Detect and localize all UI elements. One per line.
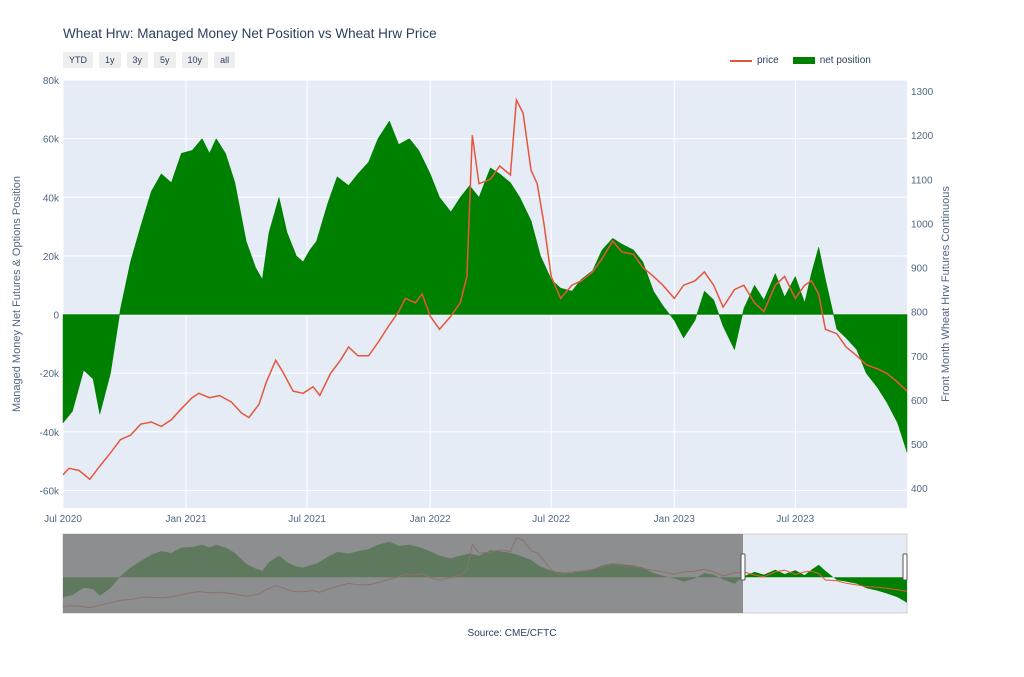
y-right-tick-label: 1000 bbox=[911, 219, 934, 230]
y-right-tick-label: 500 bbox=[911, 440, 928, 451]
range-button-ytd[interactable]: YTD bbox=[63, 52, 93, 68]
legend-label-price: price bbox=[757, 55, 779, 66]
range-button-5y[interactable]: 5y bbox=[154, 52, 176, 68]
x-tick-label: Jul 2021 bbox=[288, 514, 326, 525]
series-price-line[interactable] bbox=[62, 97, 908, 481]
x-tick-label: Jan 2023 bbox=[654, 514, 696, 525]
series-net-position-area[interactable] bbox=[62, 120, 908, 453]
x-tick-label: Jan 2022 bbox=[410, 514, 452, 525]
y-right-tick-label: 1100 bbox=[911, 175, 933, 186]
y-left-tick-label: 0 bbox=[53, 311, 59, 322]
x-tick-label: Jul 2023 bbox=[776, 514, 814, 525]
y-right-tick-label: 800 bbox=[911, 308, 928, 319]
range-button-3y[interactable]: 3y bbox=[126, 52, 149, 68]
legend-label-position: net position bbox=[819, 55, 871, 66]
range-slider-mask bbox=[63, 534, 743, 613]
range-button-all[interactable]: all bbox=[214, 52, 236, 68]
y-right-tick-label: 1300 bbox=[911, 87, 934, 98]
y-right-tick-label: 700 bbox=[911, 352, 928, 363]
main-plot[interactable]: 80k 60k 40k 20k 0 -20k -40k -60k 1300 1200 1100 100… bbox=[11, 76, 952, 525]
y-left-tick-label: 60k bbox=[43, 135, 60, 146]
y-left-tick-label: -20k bbox=[40, 369, 60, 380]
range-button-1y[interactable]: 1y bbox=[99, 52, 121, 68]
x-tick-label: Jan 2021 bbox=[165, 514, 207, 525]
y-right-tick-label: 400 bbox=[911, 484, 928, 495]
x-tick-label: Jul 2022 bbox=[532, 514, 570, 525]
y-right-tick-label: 600 bbox=[911, 396, 928, 407]
source-note: Source: CME/CFTC bbox=[467, 628, 557, 639]
legend-item-position[interactable]: net position bbox=[792, 55, 871, 66]
legend-item-price[interactable]: price bbox=[730, 55, 779, 66]
range-selector: YTD 1y 3y 5y 10y all bbox=[63, 52, 236, 68]
legend: price net position bbox=[730, 55, 885, 66]
chart-title: Wheat Hrw: Managed Money Net Position vs… bbox=[63, 26, 437, 41]
legend-swatch-position bbox=[792, 57, 815, 64]
y-left-tick-label: 20k bbox=[43, 252, 60, 263]
range-slider-handle-right[interactable] bbox=[902, 553, 908, 581]
y-left-tick-label: -60k bbox=[40, 486, 60, 497]
range-slider[interactable] bbox=[62, 533, 908, 614]
y-left-axis-title: Managed Money Net Futures & Options Posi… bbox=[11, 176, 23, 412]
x-tick-label: Jul 2020 bbox=[44, 514, 82, 525]
y-right-axis-title: Front Month Wheat Hrw Futures Continuous bbox=[940, 186, 952, 402]
y-left-tick-label: 80k bbox=[43, 76, 60, 87]
y-right-tick-label: 1200 bbox=[911, 131, 934, 142]
y-left-tick-label: -40k bbox=[40, 428, 60, 439]
range-button-10y[interactable]: 10y bbox=[181, 52, 209, 68]
legend-swatch-price bbox=[730, 59, 752, 62]
y-right-tick-label: 900 bbox=[911, 264, 928, 275]
y-left-tick-label: 40k bbox=[43, 193, 60, 204]
range-slider-handle-left[interactable] bbox=[740, 553, 746, 581]
